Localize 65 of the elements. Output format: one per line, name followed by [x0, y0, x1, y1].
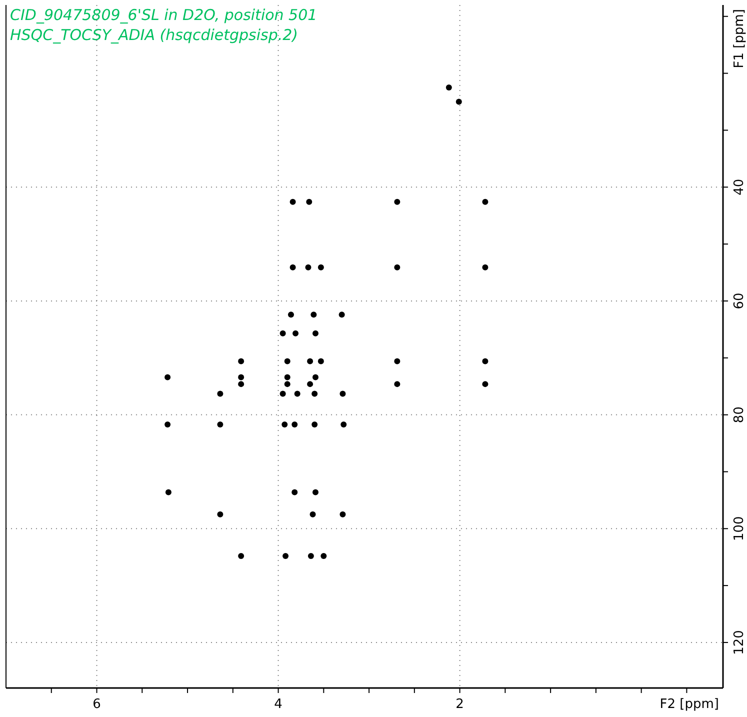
point — [446, 84, 452, 91]
point — [282, 421, 288, 428]
point — [292, 330, 299, 336]
point — [292, 489, 298, 496]
point — [340, 421, 347, 428]
point — [338, 312, 345, 318]
text: HSQC_TOCSY_ADIA (hsqcdietgpsisp.2) — [10, 26, 298, 44]
point — [310, 511, 316, 518]
y-tick-label: 80 — [732, 406, 747, 424]
point — [280, 330, 286, 336]
point — [294, 390, 300, 397]
point — [482, 381, 488, 388]
point — [238, 374, 244, 380]
point — [340, 390, 346, 397]
point — [482, 198, 488, 205]
point — [312, 330, 318, 336]
y-tick-label: 60 — [732, 292, 747, 310]
point — [320, 552, 327, 559]
y-tick-label: 100 — [732, 516, 747, 542]
x-tick-label: 2 — [456, 697, 464, 712]
point — [288, 312, 294, 318]
point — [306, 198, 312, 205]
point — [318, 264, 324, 270]
point — [217, 421, 224, 428]
point — [305, 264, 312, 270]
point — [394, 381, 400, 388]
point — [312, 374, 318, 380]
point — [308, 552, 314, 559]
point — [307, 358, 314, 364]
point — [456, 98, 462, 105]
point — [238, 381, 244, 388]
point — [312, 390, 318, 397]
point — [164, 421, 171, 428]
point — [238, 552, 244, 559]
y-axis-title: F1 [ppm] — [732, 9, 747, 68]
point — [284, 358, 290, 364]
point — [482, 358, 488, 364]
point — [165, 489, 172, 496]
point — [394, 264, 400, 270]
x-tick-label: 6 — [92, 697, 101, 712]
point — [282, 552, 289, 559]
point — [312, 489, 318, 496]
y-tick-label: 40 — [732, 178, 747, 196]
point — [394, 358, 400, 364]
point — [238, 358, 244, 364]
point — [307, 381, 314, 388]
point — [164, 374, 171, 380]
point — [312, 421, 318, 428]
point — [290, 264, 296, 270]
point — [310, 312, 317, 318]
x-axis-title: F2 [ppm] — [660, 697, 719, 712]
point — [284, 381, 290, 388]
point — [318, 358, 324, 364]
point — [280, 390, 286, 397]
point — [340, 511, 346, 518]
point — [394, 198, 400, 205]
point — [217, 511, 224, 518]
point — [217, 390, 224, 397]
chart-title: CID_90475809_6'SL in D2O, position 501 — [10, 6, 318, 24]
y-tick-label: 120 — [732, 630, 747, 655]
point — [284, 374, 290, 380]
point — [482, 264, 488, 270]
point — [292, 421, 298, 428]
point — [290, 198, 296, 205]
x-tick-label: 4 — [274, 697, 282, 712]
